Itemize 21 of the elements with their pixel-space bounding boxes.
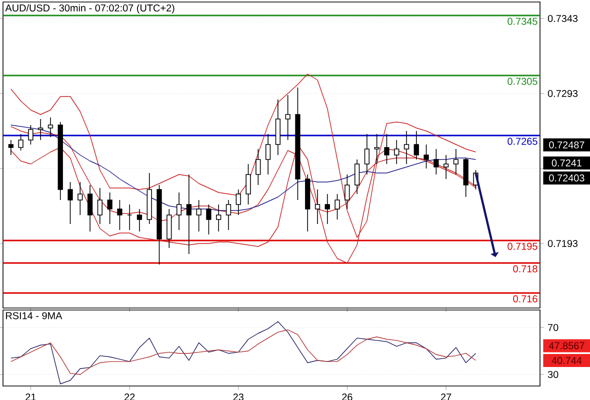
y-tick-label: 0.7193 — [548, 240, 578, 248]
y-tick-label: 0.7343 — [548, 14, 578, 22]
ref-line-label: 0.718 — [513, 265, 538, 272]
text: 40.744 — [552, 357, 582, 364]
ref-line-label: 0.7305 — [508, 78, 538, 85]
chart-title: RSI14 - 9MA — [6, 312, 62, 320]
text: 47.8567 — [548, 342, 584, 350]
x-tick-label: 27 — [441, 394, 452, 400]
ref-line-label: 0.7195 — [508, 242, 538, 250]
ref-line-label: 0.716 — [513, 295, 538, 302]
y-tick-label: 0.7293 — [548, 90, 578, 98]
chart-title: AUD/USD - 30min - 07:02:07 (UTC+2) — [5, 4, 174, 14]
x-tick-label: 22 — [124, 394, 135, 400]
text: 0.72403 — [549, 174, 584, 182]
ref-line-label: 0.7345 — [508, 18, 538, 25]
x-tick-label: 21 — [26, 394, 36, 400]
text: 0.7241 — [552, 159, 582, 166]
text: 0.72487 — [549, 141, 584, 148]
y-tick-label: 70 — [548, 324, 558, 332]
y-tick-label: 30 — [548, 370, 558, 378]
ref-line-label: 0.7265 — [508, 138, 538, 145]
